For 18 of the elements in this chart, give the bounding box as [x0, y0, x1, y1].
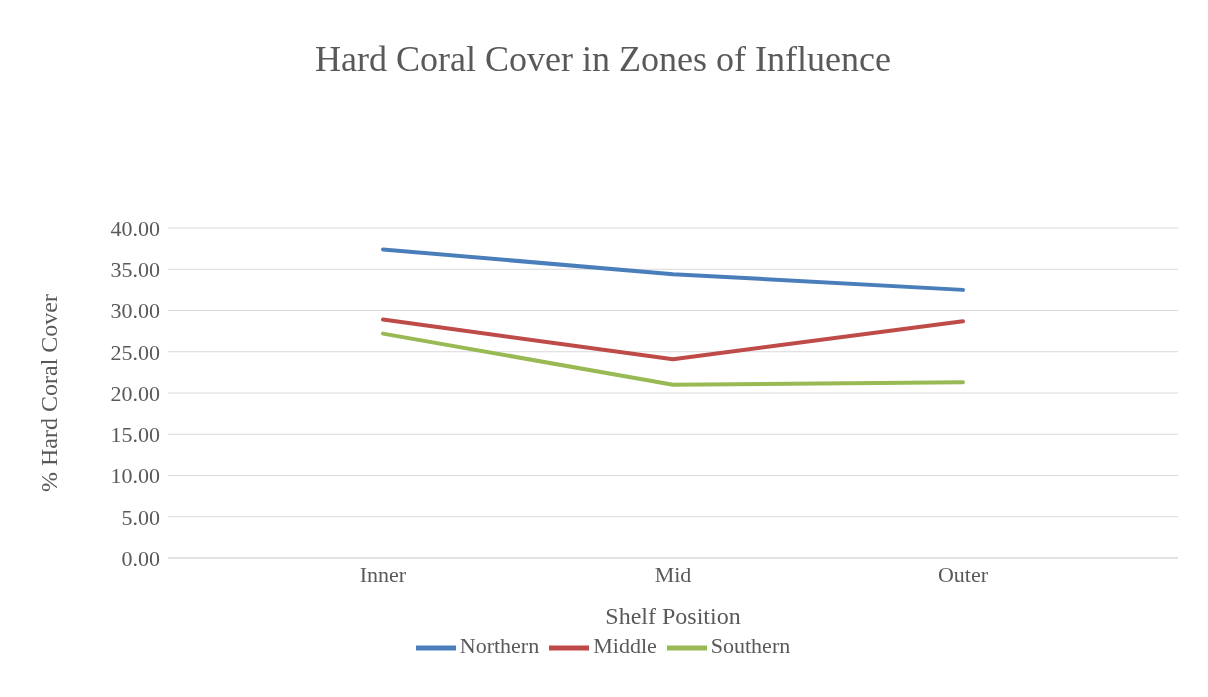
x-tick-label: Outer — [937, 561, 989, 587]
x-axis-title: Shelf Position — [605, 603, 741, 629]
y-tick-label: 30.00 — [110, 298, 160, 324]
y-tick-label: 20.00 — [110, 380, 160, 406]
legend-label: Southern — [710, 633, 791, 659]
chart-title: Hard Coral Cover in Zones of Influence — [314, 38, 892, 81]
legend-label: Middle — [593, 633, 657, 659]
y-axis-title: % Hard Coral Cover — [35, 294, 62, 492]
x-tick-label: Inner — [359, 561, 407, 587]
y-tick-label: 15.00 — [110, 422, 160, 448]
y-tick-label: 5.00 — [121, 504, 160, 530]
y-tick-label: 10.00 — [110, 463, 160, 489]
y-tick-label: 35.00 — [110, 257, 160, 283]
x-tick-label: Mid — [654, 561, 692, 587]
legend-label: Northern — [459, 633, 540, 659]
y-tick-label: 25.00 — [110, 339, 160, 365]
y-tick-label: 40.00 — [110, 215, 160, 241]
y-tick-label: 0.00 — [121, 545, 160, 571]
